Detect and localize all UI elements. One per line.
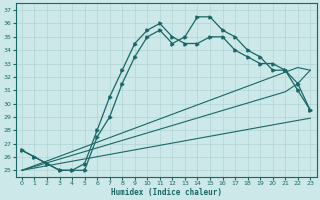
X-axis label: Humidex (Indice chaleur): Humidex (Indice chaleur) — [111, 188, 221, 197]
